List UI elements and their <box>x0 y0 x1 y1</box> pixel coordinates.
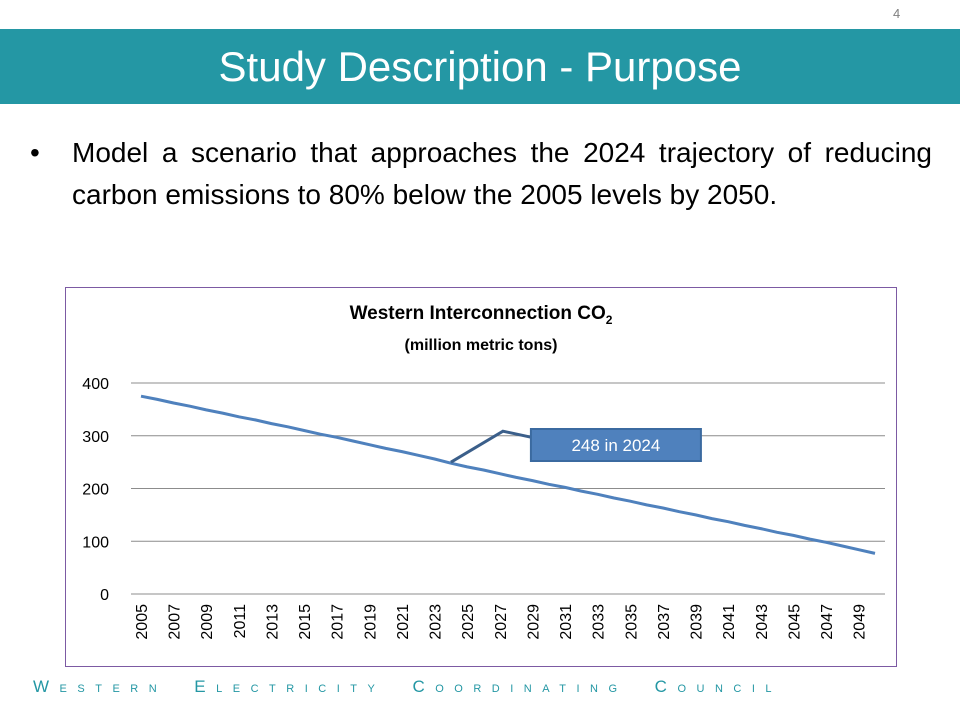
page-number: 4 <box>893 6 901 21</box>
x-tick-label: 2031 <box>558 604 575 640</box>
y-tick-label: 0 <box>100 587 109 604</box>
annotation-box <box>529 428 702 462</box>
x-tick-label: 2047 <box>819 604 836 640</box>
x-tick-label: 2023 <box>428 604 445 640</box>
x-axis-ticks: 2005 2007 2009 2011 2013 2015 2017 2019 2021 2023… <box>134 604 869 640</box>
annotation-layer: 248 in 2024 <box>450 428 702 464</box>
y-tick-label: 100 <box>82 534 109 551</box>
x-tick-label: 2029 <box>525 604 542 640</box>
chart-subtitle: (million metric tons) <box>405 337 558 354</box>
x-tick-label: 2019 <box>362 604 379 640</box>
x-tick-label: 2037 <box>656 604 673 640</box>
x-tick-label: 2033 <box>591 604 608 640</box>
y-axis-ticks: 0 100 200 300 400 <box>82 376 109 604</box>
x-tick-label: 2015 <box>297 604 314 640</box>
x-tick-label: 2027 <box>493 604 510 640</box>
x-tick-label: 2039 <box>689 604 706 640</box>
x-tick-label: 2017 <box>330 604 347 640</box>
annotation-leader-line <box>450 429 532 464</box>
x-tick-label: 2045 <box>786 604 803 640</box>
chart-frame: Western Interconnection CO2 (million met… <box>65 287 897 667</box>
bullet-dot: • <box>30 137 40 168</box>
x-tick-label: 2043 <box>754 604 771 640</box>
footer-word: ELECTRICITY <box>194 677 386 696</box>
chart-title: Western Interconnection CO2 <box>350 303 613 327</box>
x-tick-label: 2007 <box>167 604 184 640</box>
y-tick-label: 200 <box>82 482 109 499</box>
co2-line-chart: Western Interconnection CO2 (million met… <box>82 303 885 640</box>
x-tick-label: 2021 <box>395 604 412 640</box>
x-tick-label: 2025 <box>460 604 477 640</box>
chart-title-subscript: 2 <box>606 313 613 327</box>
x-tick-label: 2005 <box>134 604 151 640</box>
chart-title-main: Western Interconnection CO <box>350 303 606 324</box>
x-tick-label: 2049 <box>852 604 869 640</box>
x-tick-label: 2041 <box>721 604 738 640</box>
footer-word: COORDINATING <box>412 677 628 696</box>
slide-title: Study Description - Purpose <box>218 43 742 90</box>
x-tick-label: 2009 <box>199 604 216 640</box>
x-tick-label: 2011 <box>232 604 249 639</box>
co2-series-line <box>140 394 876 555</box>
y-tick-label: 300 <box>82 429 109 446</box>
gridlines <box>131 382 885 595</box>
title-bar: Study Description - Purpose <box>0 29 960 104</box>
footer-org-name: WESTERN ELECTRICITY COORDINATING COUNCIL <box>33 677 913 697</box>
bullet-text: Model a scenario that approaches the 202… <box>72 137 932 210</box>
annotation-label: 248 in 2024 <box>571 436 660 455</box>
footer-word: COUNCIL <box>654 677 782 696</box>
footer-word: WESTERN <box>33 677 168 696</box>
x-tick-label: 2013 <box>264 604 281 640</box>
series-layer <box>140 394 876 555</box>
x-tick-label: 2035 <box>623 604 640 640</box>
y-tick-label: 400 <box>82 376 109 393</box>
